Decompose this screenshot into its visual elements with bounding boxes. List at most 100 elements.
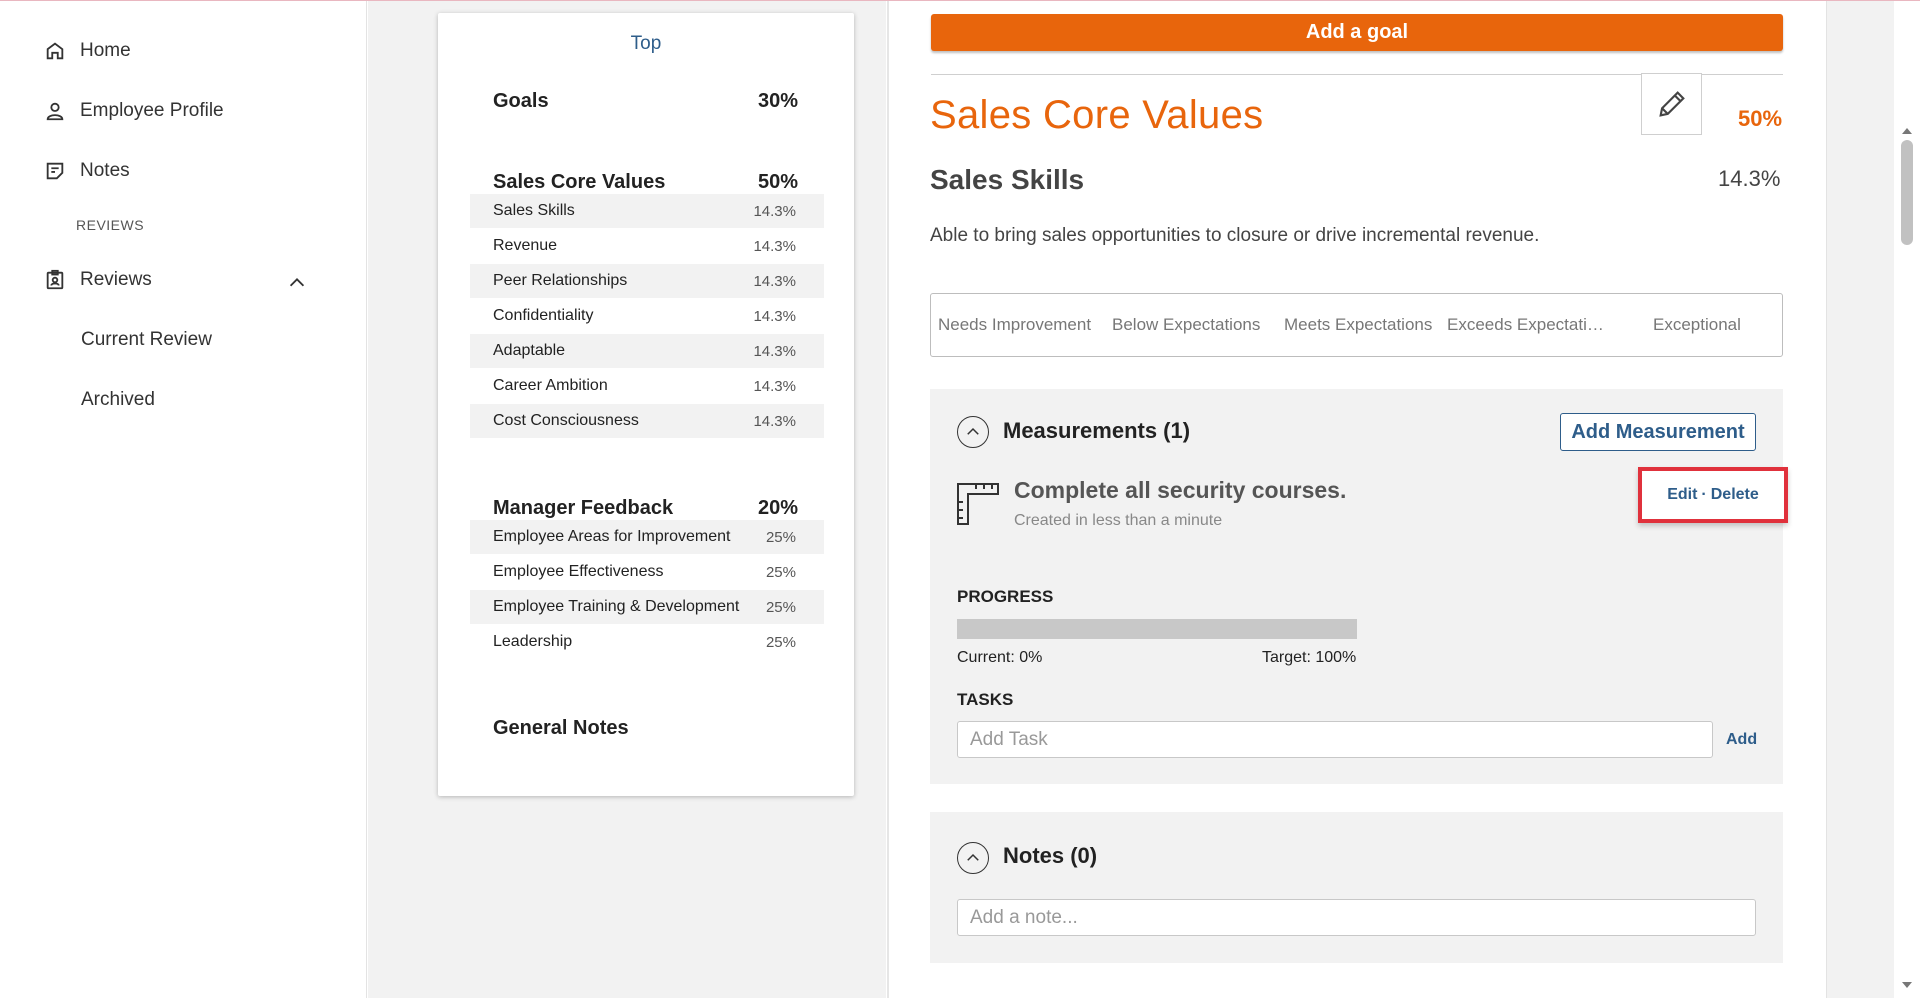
goal-weight: 50% (1738, 106, 1783, 131)
clipboard-icon (46, 269, 64, 290)
delete-measurement-link[interactable]: Delete (1710, 486, 1759, 503)
chevron-up-icon (967, 427, 979, 435)
notes-title: Notes (0) (1003, 843, 1098, 868)
scroll-up-arrow[interactable] (1902, 128, 1912, 134)
scroll-down-arrow[interactable] (1902, 982, 1912, 988)
sidebar-item-reviews[interactable]: Reviews (44, 269, 152, 291)
toc-item[interactable]: Revenue 14.3% (470, 229, 824, 263)
toc-item-pct: 14.3% (753, 237, 796, 255)
toc-item[interactable]: Employee Training & Development 25% (470, 590, 824, 624)
toc-section-title: Manager Feedback (493, 497, 674, 519)
sidebar-item-label: Home (80, 40, 131, 61)
measurements-title: Measurements (1) (1003, 418, 1191, 443)
toc-section-sales-core-values[interactable]: Sales Core Values 50% (493, 171, 798, 194)
chevron-up-icon (967, 853, 979, 861)
rating-option[interactable]: Exceeds Expectati… (1447, 315, 1604, 334)
toc-item-pct: 14.3% (753, 412, 796, 430)
edit-measurement-link[interactable]: Edit (1667, 486, 1698, 503)
toc-item-label: Employee Training & Development (493, 598, 740, 615)
add-note-input[interactable] (957, 899, 1756, 936)
toc-item[interactable]: Employee Areas for Improvement 25% (470, 520, 824, 554)
toc-item-pct: 25% (765, 528, 796, 546)
progress-bar (957, 619, 1357, 639)
sidebar: Home Employee Profile Notes REVIEWS Revi… (0, 1, 367, 998)
add-task-input[interactable] (957, 721, 1713, 758)
tasks-label: TASKS (957, 690, 1014, 709)
toc-section-pct: 20% (757, 497, 798, 519)
top-border (0, 0, 1920, 1)
toc-section-pct: 30% (757, 90, 798, 112)
toc-section-general-notes[interactable]: General Notes (493, 717, 798, 740)
toc-section-title: Goals (493, 90, 549, 112)
chevron-up-icon[interactable] (286, 272, 308, 294)
sidebar-item-home[interactable]: Home (44, 40, 131, 62)
toc-item[interactable]: Leadership 25% (470, 625, 824, 659)
toc-item[interactable]: Career Ambition 14.3% (470, 369, 824, 403)
toc-item-pct: 25% (765, 598, 796, 616)
home-icon (46, 42, 64, 60)
skill-title: Sales Skills (930, 164, 1085, 195)
toc-item[interactable]: Sales Skills 14.3% (470, 194, 824, 228)
ruler-icon (957, 483, 999, 525)
toc-section-title: General Notes (493, 717, 629, 739)
toc-item[interactable]: Peer Relationships 14.3% (470, 264, 824, 298)
toc-item-pct: 14.3% (753, 202, 796, 220)
sidebar-section-reviews: REVIEWS (76, 217, 145, 233)
toc-item-label: Adaptable (493, 342, 566, 359)
toc-item[interactable]: Employee Effectiveness 25% (470, 555, 824, 589)
goal-title: Sales Core Values (930, 93, 1264, 137)
collapse-notes-button[interactable] (957, 842, 989, 874)
collapse-measurements-button[interactable] (957, 416, 989, 448)
rating-option[interactable]: Needs Improvement (938, 315, 1092, 334)
progress-current: Current: 0% (957, 649, 1043, 666)
toc-item-pct: 14.3% (753, 272, 796, 290)
toc-item-pct: 14.3% (753, 377, 796, 395)
toc-item-label: Cost Consciousness (493, 412, 639, 429)
toc-item[interactable]: Confidentiality 14.3% (470, 299, 824, 333)
add-task-button[interactable]: Add (1726, 731, 1758, 748)
toc-section-goals[interactable]: Goals 30% (493, 90, 798, 113)
right-gutter (1826, 1, 1894, 998)
sidebar-item-archived[interactable]: Archived (81, 389, 155, 410)
toc-item[interactable]: Adaptable 14.3% (470, 334, 824, 368)
measurement-title: Complete all security courses. (1014, 477, 1347, 503)
toc-item[interactable]: Cost Consciousness 14.3% (470, 404, 824, 438)
progress-label: PROGRESS (957, 587, 1054, 606)
sidebar-item-label: Reviews (80, 269, 152, 290)
toc-item-label: Confidentiality (493, 307, 594, 324)
toc-item-pct: 14.3% (753, 342, 796, 360)
toc-section-pct: 50% (757, 171, 798, 193)
toc-section-title: Sales Core Values (493, 171, 666, 193)
measurement-actions: Edit · Delete (1638, 467, 1788, 523)
toc-item-label: Revenue (493, 237, 558, 254)
rating-option[interactable]: Exceptional (1653, 315, 1741, 334)
review-toc-card: Top Goals 30% Sales Core Values 50% Sale… (438, 13, 854, 796)
toc-item-pct: 25% (765, 563, 796, 581)
toc-item-label: Employee Effectiveness (493, 563, 664, 580)
edit-goal-button[interactable] (1641, 73, 1702, 135)
toc-top-link[interactable]: Top (630, 33, 662, 54)
add-measurement-button[interactable]: Add Measurement (1560, 413, 1756, 451)
notes-panel (930, 812, 1783, 963)
toc-section-manager-feedback[interactable]: Manager Feedback 20% (493, 497, 798, 520)
person-icon (46, 102, 64, 121)
skill-weight: 14.3% (1718, 166, 1781, 191)
measurements-panel (930, 389, 1783, 784)
toc-item-label: Leadership (493, 633, 573, 650)
toc-item-label: Employee Areas for Improvement (493, 528, 731, 545)
sidebar-item-notes[interactable]: Notes (44, 160, 130, 182)
toc-item-label: Career Ambition (493, 377, 608, 394)
action-separator: · (1701, 486, 1707, 503)
sidebar-item-current-review[interactable]: Current Review (81, 329, 212, 350)
add-goal-button[interactable]: Add a goal (931, 14, 1783, 51)
sidebar-item-employee-profile[interactable]: Employee Profile (44, 100, 224, 122)
measurement-created: Created in less than a minute (1014, 512, 1223, 529)
content-border (887, 1, 889, 998)
toc-item-pct: 25% (765, 633, 796, 651)
scrollbar-thumb[interactable] (1901, 140, 1913, 245)
toc-item-label: Sales Skills (493, 202, 575, 219)
skill-description: Able to bring sales opportunities to clo… (930, 225, 1540, 246)
rating-option[interactable]: Meets Expectations (1284, 315, 1433, 334)
rating-option[interactable]: Below Expectations (1112, 315, 1261, 334)
sidebar-item-label: Notes (80, 160, 130, 181)
